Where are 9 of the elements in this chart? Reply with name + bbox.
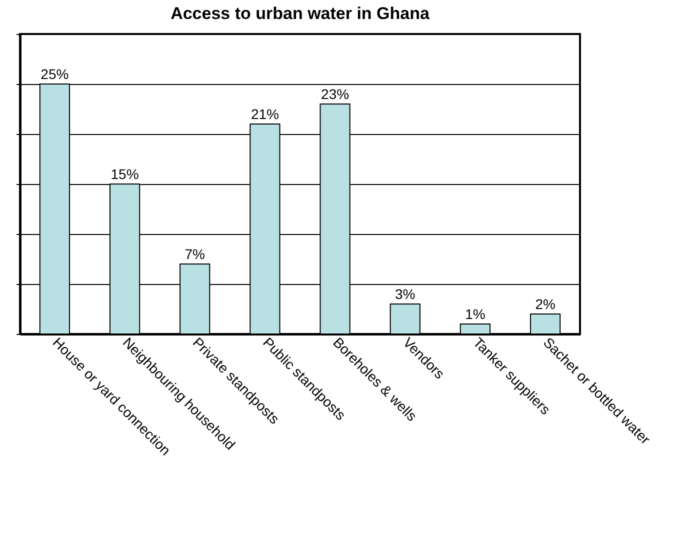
data-label: 2% (535, 296, 556, 312)
data-label: 3% (395, 286, 416, 302)
data-label: 23% (321, 86, 350, 102)
data-label: 15% (110, 166, 139, 182)
data-label: 1% (465, 306, 486, 322)
data-label: 7% (184, 246, 205, 262)
data-label: 25% (40, 66, 69, 82)
chart-title: Access to urban water in Ghana (170, 4, 430, 23)
data-label: 21% (250, 106, 279, 122)
